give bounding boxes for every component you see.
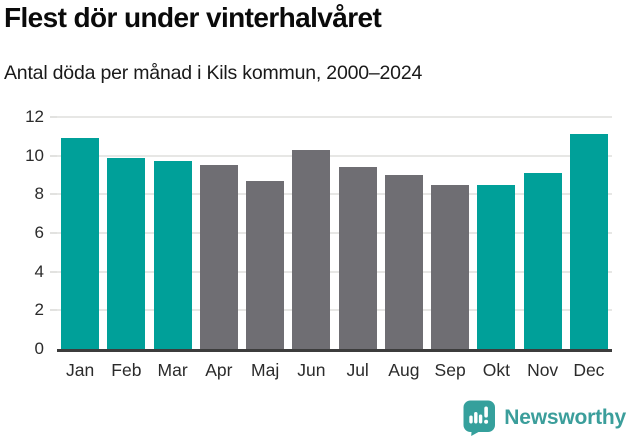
y-tick-label-6: 6	[34, 223, 44, 242]
y-tick-label-4: 4	[34, 261, 44, 281]
x-tick-label-dec: Dec	[573, 360, 605, 380]
bar-aug	[384, 175, 423, 349]
bar-jan	[61, 138, 100, 349]
gridline-4	[57, 270, 612, 273]
bar-chart: 0 2 4 6 8 10 12 Jan Feb Mar Apr Maj Jun Jul Aug Sep Okt…	[0, 107, 631, 387]
y-tick-mark-8	[50, 193, 57, 196]
x-tick-label-aug: Aug	[388, 360, 420, 380]
x-tick-label-nov: Nov	[527, 360, 559, 380]
bar-nov	[523, 173, 562, 349]
x-tick-label-jan: Jan	[66, 360, 95, 380]
bar-maj	[246, 180, 285, 349]
bar-jul	[338, 167, 377, 349]
bar-sep	[431, 184, 470, 349]
gridline-12	[57, 116, 612, 118]
x-tick-label-mar: Mar	[157, 360, 188, 380]
y-tick-mark-2	[50, 309, 57, 312]
bar-okt	[477, 184, 516, 349]
y-tick-mark-6	[50, 232, 57, 234]
gridline-6	[57, 232, 612, 234]
x-tick-label-apr: Apr	[205, 360, 233, 380]
y-tick-mark-10	[50, 154, 57, 157]
chart-title: Flest dör under vinterhalvåret	[4, 2, 382, 33]
y-tick-label-0: 0	[34, 339, 44, 358]
footer: Newsworthy	[463, 400, 626, 436]
bar-apr	[199, 165, 238, 349]
x-tick-label-jul: Jul	[346, 360, 369, 380]
x-tick-label-okt: Okt	[482, 360, 510, 380]
y-tick-mark-4	[50, 270, 57, 273]
gridline-10	[57, 154, 612, 157]
brand-name: Newsworthy	[504, 406, 626, 429]
y-tick-mark-12	[50, 116, 57, 118]
gridline-8	[57, 193, 612, 196]
x-tick-label-jun: Jun	[297, 360, 326, 380]
bar-jun	[292, 149, 331, 349]
newsworthy-logo-icon	[463, 400, 496, 436]
y-tick-label-2: 2	[34, 300, 44, 320]
x-axis: Jan Feb Mar Apr Maj Jun Jul Aug Sep Okt Nov Dec	[57, 360, 612, 386]
gridline-2	[57, 309, 612, 312]
chart-subtitle: Antal döda per månad i Kils kommun, 2000…	[4, 62, 423, 84]
x-tick-label-sep: Sep	[434, 360, 466, 380]
plot-area	[57, 116, 612, 352]
y-tick-label-8: 8	[34, 184, 44, 204]
bar-feb	[107, 157, 146, 349]
x-tick-label-maj: Maj	[251, 360, 280, 380]
x-tick-label-feb: Feb	[111, 360, 142, 380]
bar-dec	[569, 134, 608, 349]
y-tick-label-10: 10	[25, 145, 44, 165]
bar-mar	[153, 161, 192, 349]
y-axis: 0 2 4 6 8 10 12	[0, 107, 44, 358]
y-tick-label-12: 12	[25, 107, 44, 126]
